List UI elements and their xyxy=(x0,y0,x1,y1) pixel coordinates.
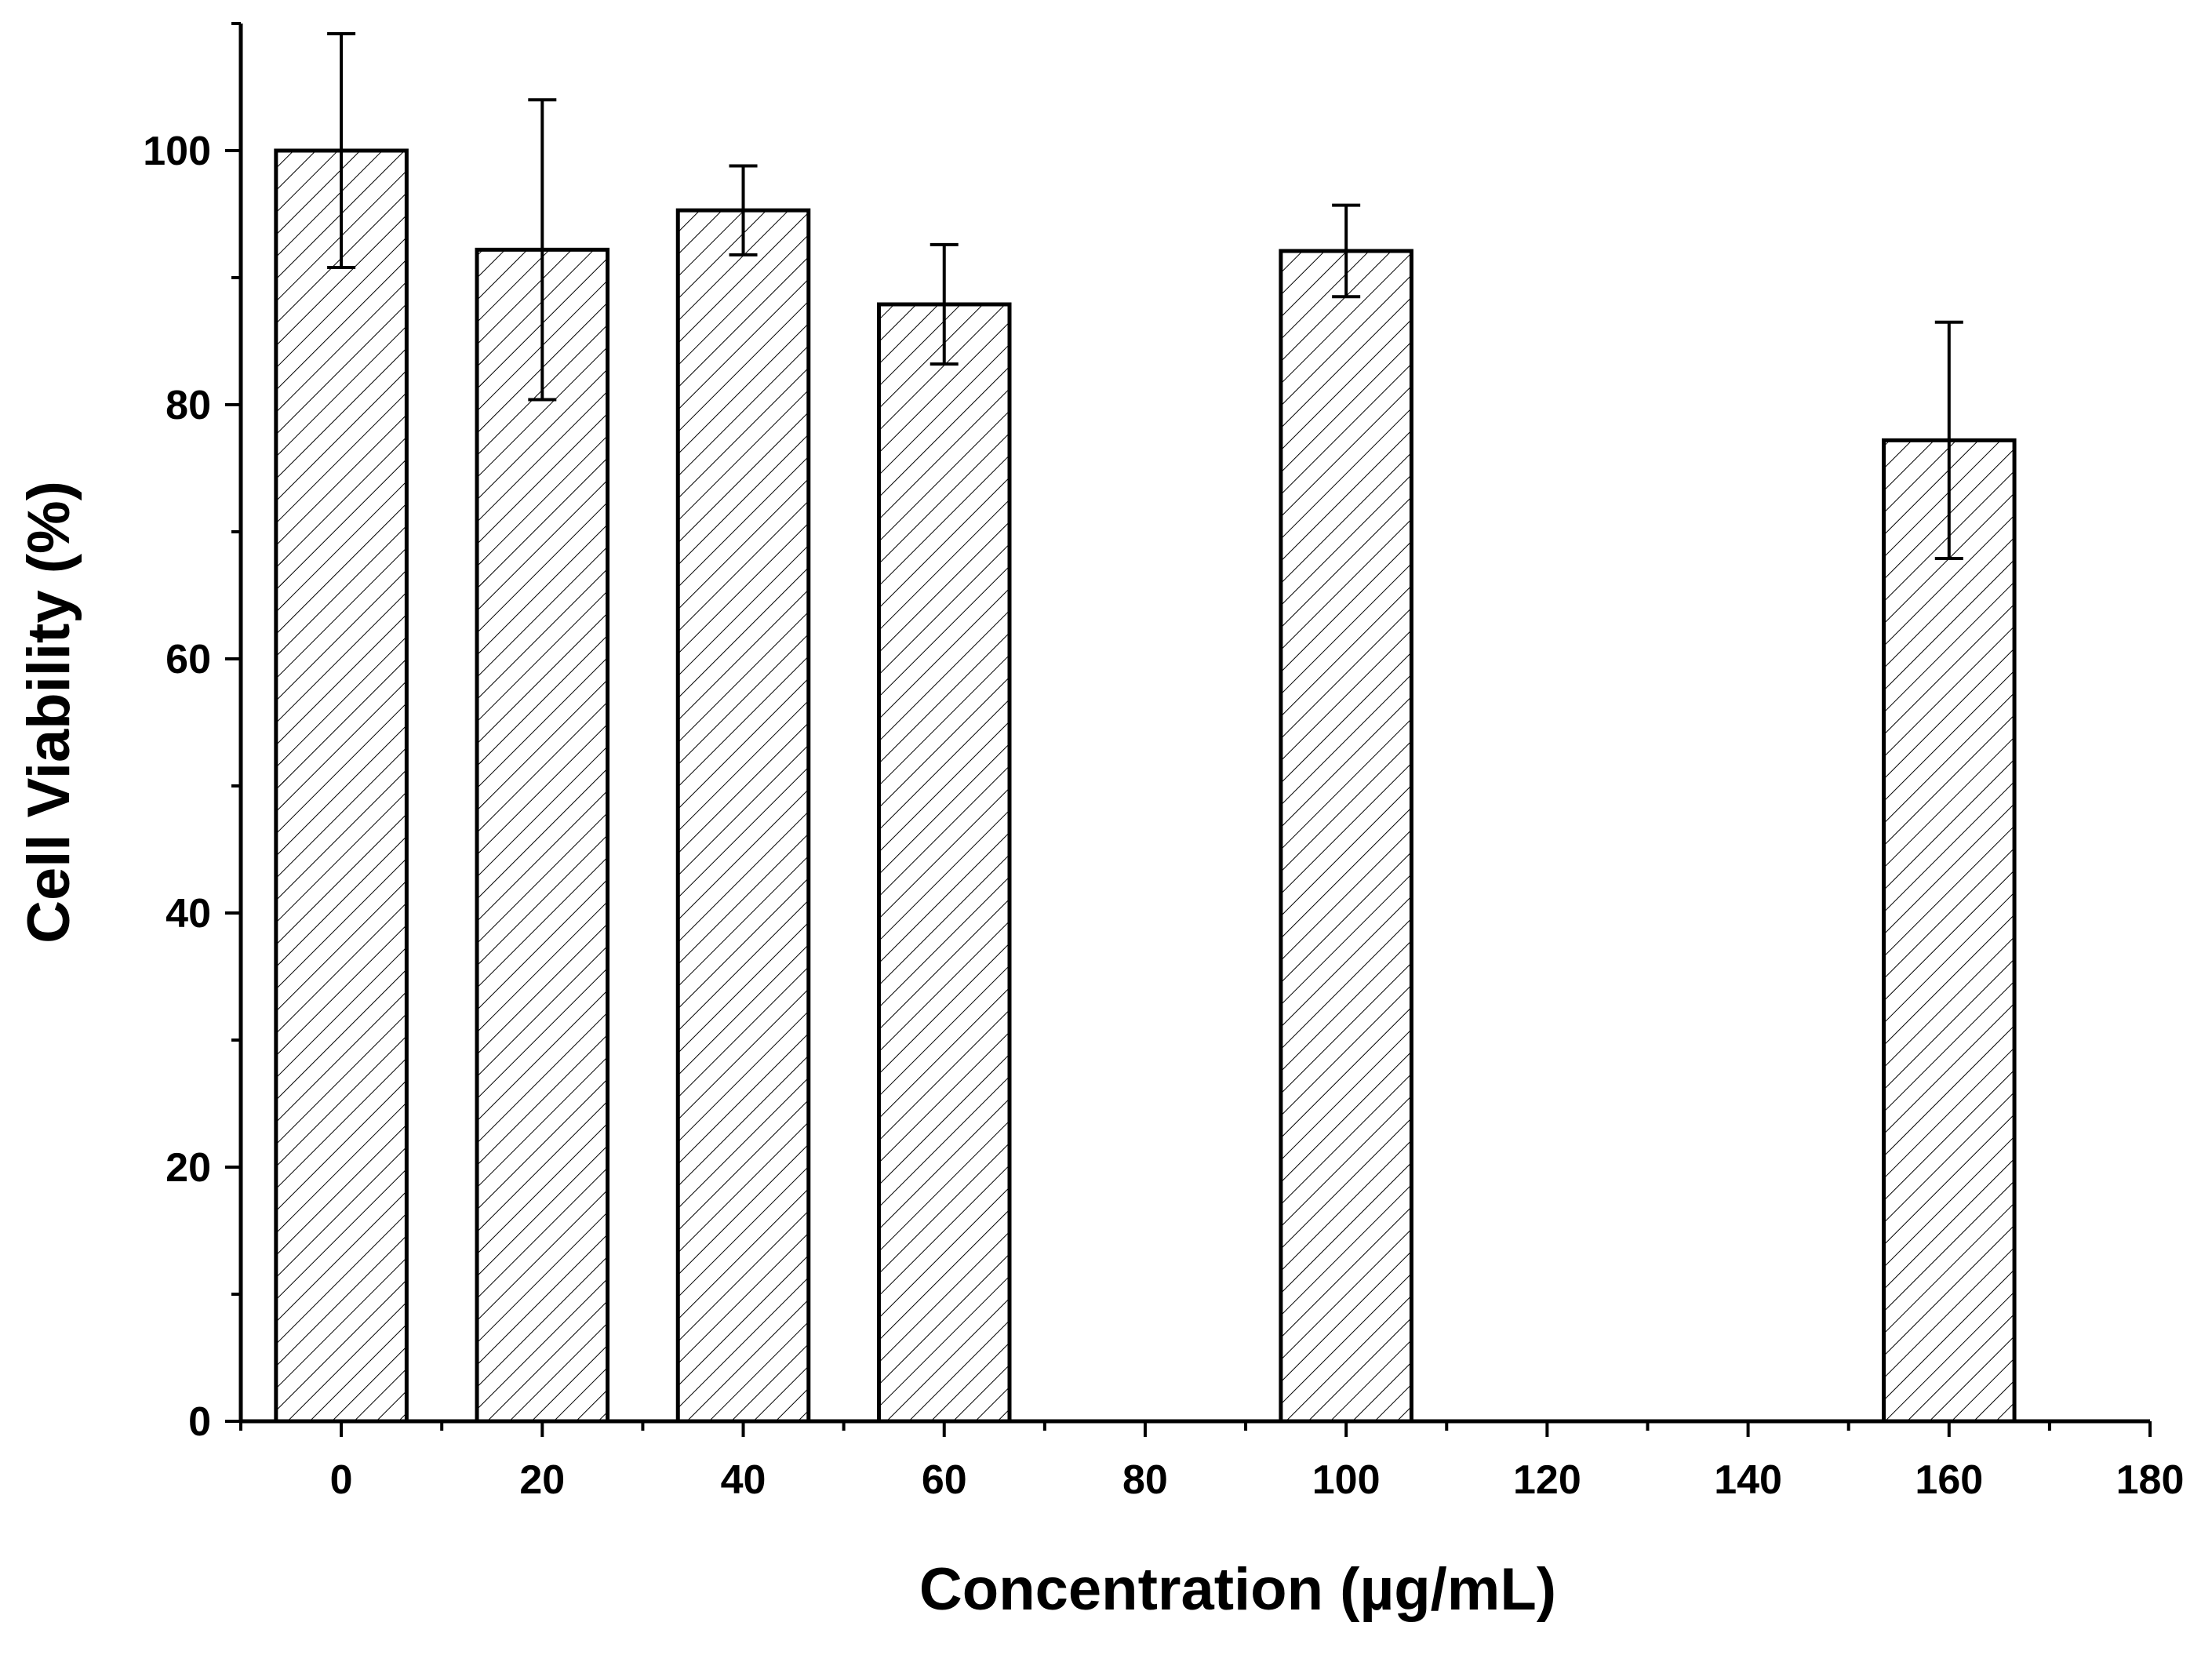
y-tick-label: 40 xyxy=(166,891,211,937)
x-tick-label: 120 xyxy=(1513,1457,1581,1503)
x-tick-label: 0 xyxy=(330,1457,353,1503)
y-tick-label: 80 xyxy=(166,383,211,428)
x-tick-label: 20 xyxy=(519,1457,565,1503)
error-bar-100 xyxy=(1332,203,1361,299)
bar-60 xyxy=(876,302,1012,1424)
x-axis-title: Concentration (µg/mL) xyxy=(919,1556,1556,1623)
x-tick-label: 40 xyxy=(721,1457,766,1503)
bar-40 xyxy=(675,208,811,1424)
error-bar-160 xyxy=(1934,320,1963,561)
bar-0 xyxy=(274,148,409,1424)
y-tick-label: 0 xyxy=(188,1399,211,1445)
y-tick-label: 100 xyxy=(143,129,211,174)
error-bars xyxy=(327,31,1963,561)
error-bar-60 xyxy=(930,242,959,366)
ticks xyxy=(225,22,2152,1437)
tick-labels: 0 20 40 60 80 100 120 140 160 180 0 20 40 60 80 100 xyxy=(143,129,2184,1503)
bars xyxy=(274,148,2017,1424)
y-tick-label: 60 xyxy=(166,637,211,682)
x-tick-label: 60 xyxy=(922,1457,967,1503)
error-bar-20 xyxy=(528,98,557,402)
y-axis-title: Cell Viability (%) xyxy=(16,481,82,944)
error-bar-0 xyxy=(327,31,356,270)
x-tick-label: 180 xyxy=(2116,1457,2185,1503)
x-tick-label: 80 xyxy=(1122,1457,1168,1503)
bar-20 xyxy=(475,247,610,1424)
x-tick-label: 100 xyxy=(1312,1457,1381,1503)
axes xyxy=(238,24,2150,1424)
error-bar-40 xyxy=(729,164,758,256)
x-tick-label: 140 xyxy=(1714,1457,1782,1503)
y-tick-label: 20 xyxy=(166,1145,211,1191)
bar-100 xyxy=(1279,249,1413,1424)
x-tick-label: 160 xyxy=(1915,1457,1983,1503)
bar-160 xyxy=(1882,438,2017,1424)
